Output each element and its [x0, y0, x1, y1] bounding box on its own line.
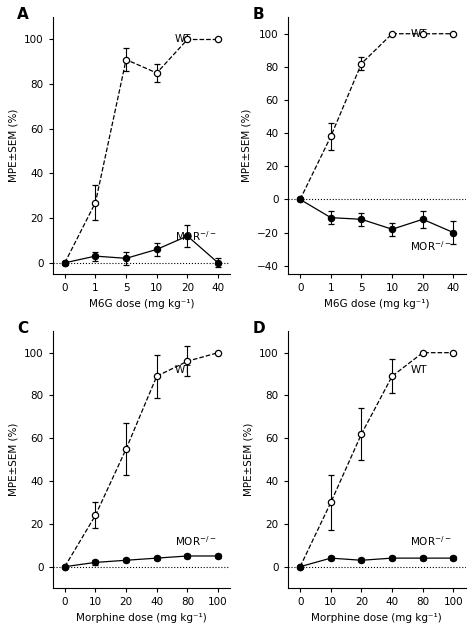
- X-axis label: Morphine dose (mg kg⁻¹): Morphine dose (mg kg⁻¹): [311, 613, 442, 623]
- Text: WT: WT: [410, 29, 427, 38]
- Text: WT: WT: [175, 35, 191, 45]
- X-axis label: M6G dose (mg kg⁻¹): M6G dose (mg kg⁻¹): [324, 298, 429, 309]
- Text: MOR$^{-/-}$: MOR$^{-/-}$: [175, 534, 217, 548]
- Y-axis label: MPE±SEM (%): MPE±SEM (%): [9, 109, 18, 182]
- Y-axis label: MPE±SEM (%): MPE±SEM (%): [9, 423, 18, 497]
- Y-axis label: MPE±SEM (%): MPE±SEM (%): [241, 109, 251, 182]
- Y-axis label: MPE±SEM (%): MPE±SEM (%): [244, 423, 254, 497]
- Text: A: A: [17, 7, 29, 22]
- Text: WT: WT: [410, 365, 427, 375]
- Text: B: B: [252, 7, 264, 22]
- Text: WT: WT: [175, 365, 191, 375]
- X-axis label: M6G dose (mg kg⁻¹): M6G dose (mg kg⁻¹): [89, 298, 194, 309]
- Text: C: C: [17, 321, 28, 336]
- Text: D: D: [252, 321, 265, 336]
- Text: MOR$^{-/-}$: MOR$^{-/-}$: [410, 534, 452, 548]
- X-axis label: Morphine dose (mg kg⁻¹): Morphine dose (mg kg⁻¹): [76, 613, 207, 623]
- Text: MOR$^{-/-}$: MOR$^{-/-}$: [410, 239, 452, 252]
- Text: MOR$^{-/-}$: MOR$^{-/-}$: [175, 229, 217, 243]
